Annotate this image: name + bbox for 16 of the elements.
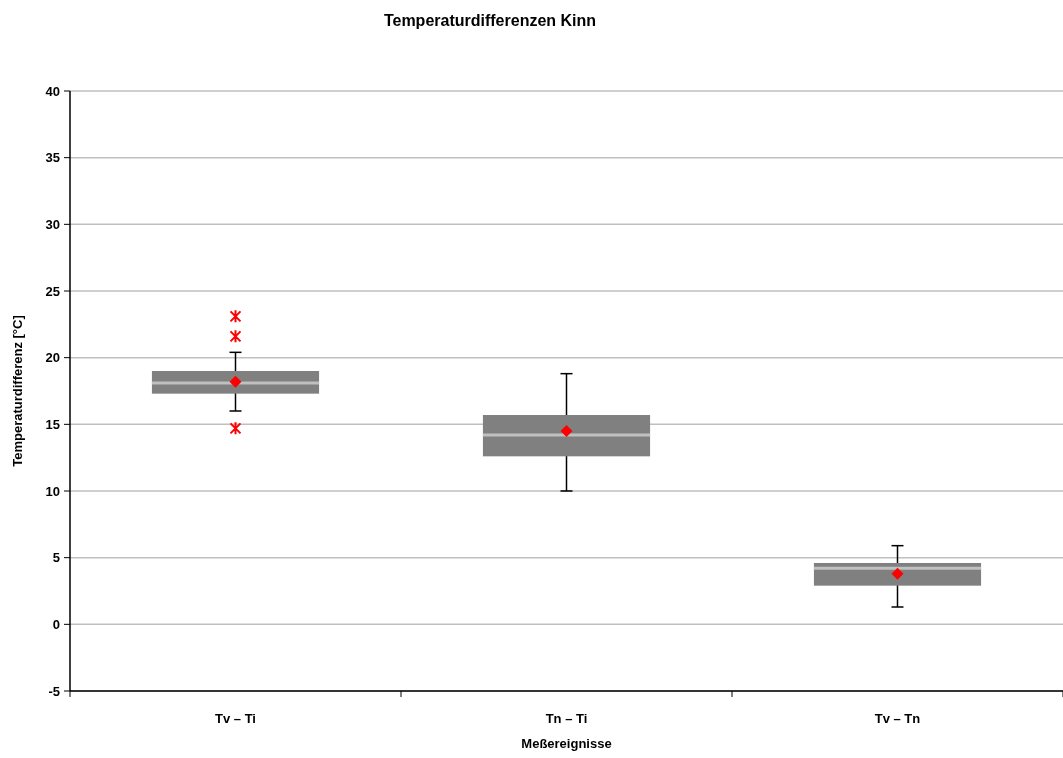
x-tick-label: Tn – Ti [545, 711, 588, 726]
y-axis-title: Temperaturdifferenz [°C] [10, 315, 25, 467]
y-tick-label: 35 [45, 150, 60, 166]
x-axis-title: Meßereignisse [521, 736, 612, 751]
x-tick-label: Tv – Tn [874, 711, 921, 726]
y-tick-label: 20 [45, 350, 60, 366]
y-tick-label: 0 [52, 616, 60, 632]
y-tick-label: 15 [45, 416, 60, 432]
y-tick-label: 40 [45, 83, 60, 99]
chart-title: Temperaturdifferenzen Kinn [383, 12, 597, 29]
y-tick-label: 30 [45, 216, 60, 232]
y-tick-label: 25 [45, 283, 60, 299]
y-tick-label: 10 [45, 483, 60, 499]
y-tick-label: -5 [48, 683, 60, 699]
y-tick-label: 5 [52, 550, 60, 566]
x-tick-label: Tv – Ti [215, 711, 256, 726]
